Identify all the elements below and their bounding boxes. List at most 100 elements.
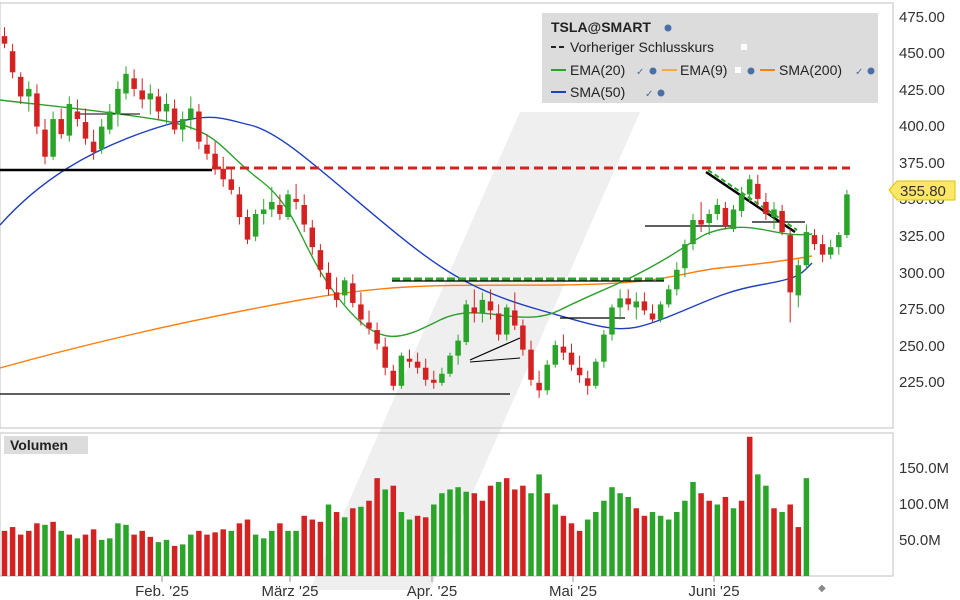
- candle-body: [90, 141, 97, 153]
- candle-body: [260, 209, 267, 214]
- candle-body: [366, 322, 372, 329]
- legend-toggle-icon[interactable]: [741, 44, 747, 50]
- sma50-line: [0, 116, 813, 330]
- candle-body: [98, 126, 105, 150]
- check-icon[interactable]: ✓: [645, 89, 653, 100]
- candle-body: [771, 209, 777, 218]
- volume-bar: [576, 530, 583, 576]
- candle-body: [204, 144, 210, 154]
- candle-body: [512, 310, 518, 326]
- candle-body: [730, 209, 737, 230]
- volume-bar: [584, 519, 591, 576]
- candles-group: [1, 27, 850, 398]
- volume-bar: [471, 493, 478, 576]
- candle-body: [269, 201, 275, 210]
- candle-body: [625, 298, 631, 305]
- candle-body: [325, 272, 332, 290]
- legend-symbol: TSLA@SMART: [551, 19, 651, 35]
- candle-body: [171, 108, 178, 130]
- candle-body: [17, 76, 24, 97]
- volume-bar: [633, 508, 640, 576]
- settings-icon[interactable]: [867, 67, 875, 75]
- check-icon[interactable]: ✓: [855, 67, 863, 78]
- price-tick: 300.00: [899, 265, 945, 282]
- volume-bar: [706, 500, 712, 576]
- volume-bar: [528, 493, 534, 576]
- candle-body: [123, 73, 129, 94]
- volume-bar: [58, 530, 64, 576]
- volume-bar: [771, 508, 777, 576]
- candle-body: [649, 313, 656, 320]
- volume-bar: [755, 474, 761, 576]
- candle-body: [107, 111, 113, 130]
- candle-body: [584, 378, 591, 386]
- candle-body: [544, 364, 550, 391]
- pennant-lower: [469, 357, 521, 363]
- legend-sma200-label: SMA(200): [779, 62, 842, 78]
- candle-body: [471, 307, 478, 314]
- volume-bar: [244, 519, 251, 576]
- settings-icon[interactable]: [747, 67, 755, 75]
- volume-bar: [495, 481, 502, 576]
- settings-icon[interactable]: [657, 89, 665, 97]
- legend: TSLA@SMART Vorheriger Schlusskurs EMA(20…: [542, 13, 878, 103]
- volume-bar: [66, 534, 73, 576]
- volume-bar: [317, 521, 324, 576]
- candle-body: [641, 301, 648, 311]
- volume-bar: [779, 512, 785, 576]
- volume-bar: [568, 523, 575, 576]
- arrow-right-icon[interactable]: ◆: [818, 583, 826, 594]
- date-tick-label: Apr. '25: [407, 583, 457, 600]
- candle-body: [528, 349, 534, 380]
- candle-body: [220, 168, 226, 180]
- volume-bar: [26, 530, 32, 576]
- volume-bar: [390, 485, 397, 576]
- volume-title: Volumen: [10, 437, 68, 453]
- candle-body: [309, 227, 316, 248]
- candle-body: [139, 90, 145, 100]
- candle-body: [50, 119, 56, 157]
- volume-bar: [463, 491, 469, 576]
- volume-bar: [730, 508, 737, 576]
- volume-bar: [544, 493, 550, 576]
- volume-bar: [665, 519, 672, 576]
- volume-bar: [1, 530, 8, 576]
- volume-bar: [641, 515, 648, 576]
- candle-body: [212, 153, 218, 169]
- settings-icon[interactable]: [664, 24, 672, 32]
- volume-bar: [269, 530, 275, 576]
- volume-legend: Volumen: [4, 436, 88, 454]
- volume-bar: [625, 496, 631, 576]
- candle-body: [633, 301, 640, 308]
- candle-body: [42, 129, 48, 157]
- volume-bar: [285, 530, 291, 576]
- candle-body: [406, 358, 413, 362]
- volume-bar: [803, 478, 810, 576]
- volume-bar: [358, 506, 364, 576]
- candle-body: [414, 361, 421, 368]
- settings-icon[interactable]: [649, 67, 657, 75]
- indicator-lines: [0, 99, 813, 369]
- candle-body: [447, 355, 453, 374]
- candle-body: [819, 244, 826, 255]
- volume-bar: [439, 493, 445, 576]
- candle-body: [115, 88, 121, 115]
- volume-bar: [341, 517, 348, 576]
- volume-bar: [746, 436, 753, 576]
- volume-bar: [131, 534, 137, 576]
- legend-toggle-icon[interactable]: [735, 67, 741, 73]
- price-tick: 425.00: [899, 82, 945, 99]
- volume-bar: [682, 500, 688, 576]
- candle-body: [706, 213, 712, 224]
- volume-bar: [123, 524, 129, 576]
- candle-body: [374, 330, 380, 344]
- volume-bar: [212, 532, 218, 576]
- volume-bar: [139, 530, 145, 576]
- candle-body: [228, 179, 235, 190]
- candle-body: [601, 334, 607, 362]
- volume-tick: 100.0M: [899, 496, 949, 513]
- candle-body: [66, 103, 73, 136]
- check-icon[interactable]: ✓: [636, 67, 644, 78]
- candle-body: [455, 340, 461, 356]
- volume-bar: [107, 538, 113, 576]
